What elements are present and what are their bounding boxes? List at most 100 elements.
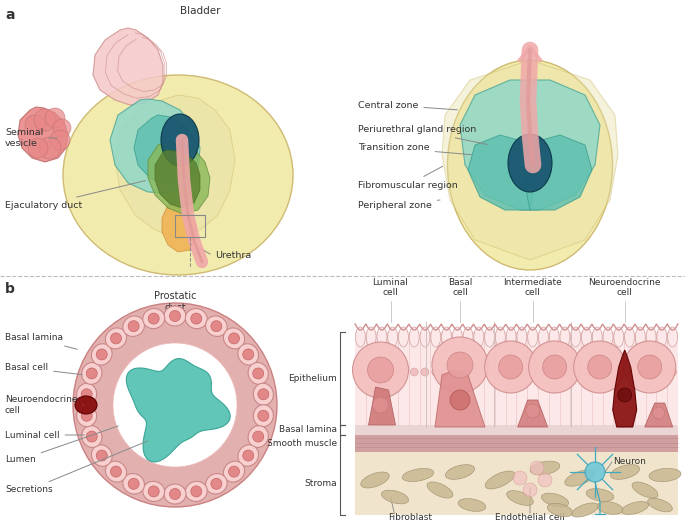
- Ellipse shape: [186, 309, 208, 329]
- Circle shape: [588, 355, 612, 379]
- Bar: [355, 435, 678, 452]
- Ellipse shape: [431, 327, 440, 347]
- Circle shape: [513, 471, 527, 485]
- Ellipse shape: [75, 396, 97, 414]
- Ellipse shape: [248, 363, 269, 384]
- Text: Neuroendocrine
cell: Neuroendocrine cell: [5, 395, 83, 414]
- Circle shape: [378, 368, 386, 376]
- Ellipse shape: [647, 498, 673, 512]
- Ellipse shape: [377, 327, 387, 347]
- Circle shape: [242, 349, 253, 360]
- Ellipse shape: [571, 327, 581, 347]
- Text: b: b: [5, 282, 15, 296]
- Circle shape: [110, 466, 121, 477]
- Circle shape: [593, 368, 601, 376]
- Text: Ejaculatory duct: Ejaculatory duct: [5, 181, 145, 210]
- Circle shape: [561, 368, 569, 376]
- Circle shape: [614, 368, 623, 376]
- Text: Peripheral zone: Peripheral zone: [358, 200, 440, 210]
- Ellipse shape: [668, 327, 677, 347]
- Circle shape: [148, 486, 159, 497]
- Ellipse shape: [495, 327, 506, 347]
- Circle shape: [128, 321, 139, 332]
- Ellipse shape: [206, 474, 227, 494]
- Circle shape: [585, 462, 605, 482]
- Circle shape: [399, 368, 408, 376]
- Ellipse shape: [597, 501, 623, 515]
- Circle shape: [443, 368, 451, 376]
- Circle shape: [550, 368, 558, 376]
- Circle shape: [574, 341, 625, 393]
- Circle shape: [86, 368, 97, 379]
- Circle shape: [34, 109, 56, 131]
- Polygon shape: [162, 205, 196, 252]
- Ellipse shape: [527, 327, 538, 347]
- Circle shape: [97, 349, 108, 360]
- Text: Neuroendocrine
cell: Neuroendocrine cell: [588, 278, 661, 297]
- Ellipse shape: [123, 474, 145, 494]
- Ellipse shape: [91, 445, 112, 466]
- Ellipse shape: [402, 468, 434, 482]
- Ellipse shape: [382, 490, 409, 504]
- Circle shape: [110, 333, 121, 344]
- Circle shape: [507, 368, 515, 376]
- Ellipse shape: [610, 465, 640, 479]
- Ellipse shape: [356, 327, 365, 347]
- Ellipse shape: [547, 503, 573, 517]
- Circle shape: [618, 388, 632, 402]
- Text: Basal lamina: Basal lamina: [5, 333, 77, 350]
- Ellipse shape: [442, 327, 451, 347]
- Polygon shape: [645, 403, 673, 427]
- Circle shape: [373, 397, 388, 413]
- Circle shape: [624, 341, 675, 393]
- Circle shape: [530, 461, 544, 475]
- Circle shape: [388, 368, 397, 376]
- Ellipse shape: [458, 499, 486, 511]
- Circle shape: [25, 115, 45, 135]
- Circle shape: [658, 368, 666, 376]
- Ellipse shape: [560, 327, 570, 347]
- Bar: [355, 332, 678, 425]
- Ellipse shape: [105, 328, 127, 349]
- Circle shape: [529, 368, 536, 376]
- Ellipse shape: [565, 470, 595, 486]
- Ellipse shape: [164, 306, 186, 326]
- Ellipse shape: [238, 344, 258, 365]
- Ellipse shape: [508, 134, 552, 192]
- Circle shape: [497, 368, 504, 376]
- Ellipse shape: [603, 327, 613, 347]
- Circle shape: [148, 313, 159, 324]
- Circle shape: [529, 341, 581, 393]
- Circle shape: [45, 108, 65, 128]
- Circle shape: [258, 410, 269, 421]
- Circle shape: [169, 311, 181, 322]
- Ellipse shape: [206, 316, 227, 336]
- Ellipse shape: [399, 327, 408, 347]
- Polygon shape: [435, 370, 485, 427]
- Ellipse shape: [142, 482, 164, 501]
- Ellipse shape: [238, 445, 258, 466]
- Ellipse shape: [507, 490, 534, 505]
- Polygon shape: [110, 99, 200, 193]
- Ellipse shape: [506, 327, 516, 347]
- Polygon shape: [468, 135, 535, 210]
- Polygon shape: [93, 28, 163, 105]
- Text: Seminal
vesicle: Seminal vesicle: [5, 128, 58, 148]
- Text: Basal
cell: Basal cell: [448, 278, 472, 297]
- Ellipse shape: [582, 327, 591, 347]
- Text: Smooth muscle: Smooth muscle: [267, 439, 337, 448]
- Ellipse shape: [485, 471, 514, 489]
- Text: Lumen: Lumen: [5, 426, 119, 464]
- Text: Fibromuscular region: Fibromuscular region: [358, 166, 458, 190]
- Circle shape: [543, 355, 566, 379]
- Ellipse shape: [223, 328, 245, 349]
- Circle shape: [432, 337, 488, 393]
- Ellipse shape: [361, 472, 389, 488]
- Ellipse shape: [142, 309, 164, 329]
- Circle shape: [229, 333, 240, 344]
- Ellipse shape: [621, 501, 649, 515]
- Ellipse shape: [517, 327, 527, 347]
- Circle shape: [669, 368, 677, 376]
- Circle shape: [539, 368, 547, 376]
- Ellipse shape: [123, 316, 145, 336]
